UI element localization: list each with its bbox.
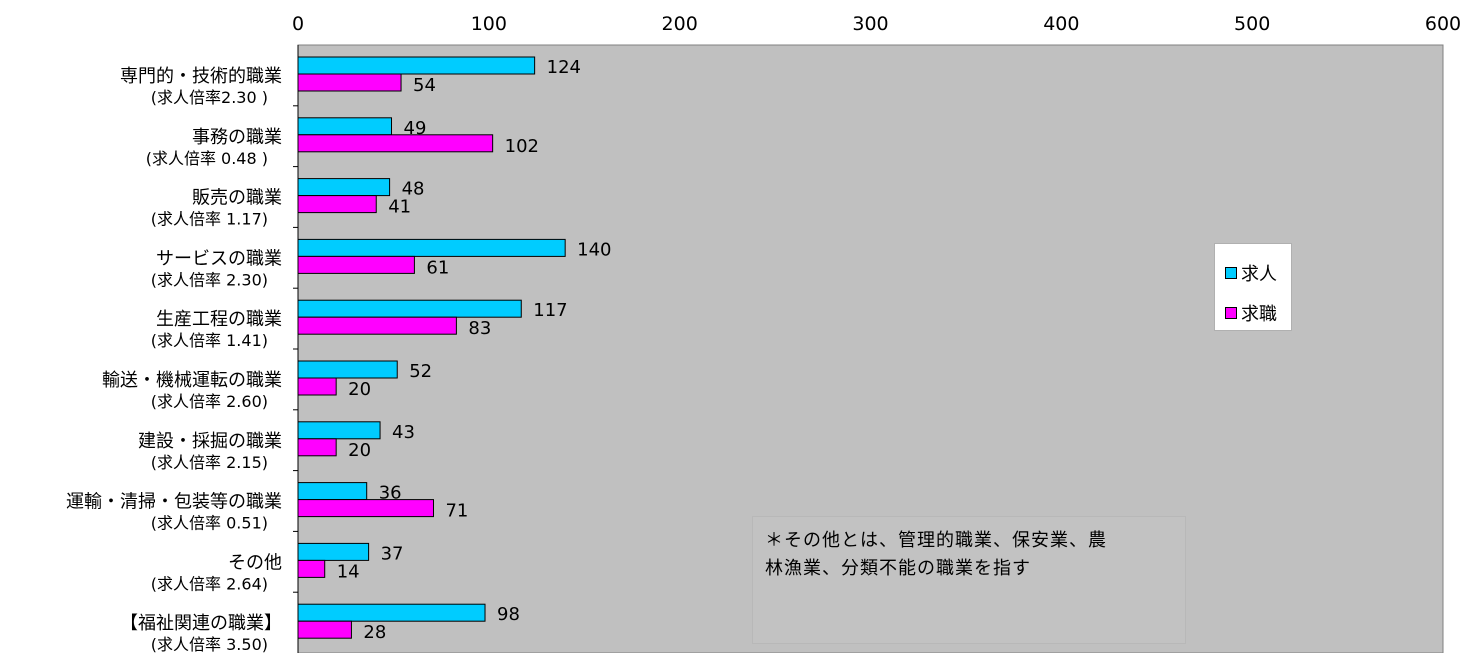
note-line-1: ＊その他とは、管理的職業、保安業、農 — [765, 530, 1107, 551]
data-label-series-1: 36 — [379, 483, 402, 504]
x-tick-label: 600 — [1425, 13, 1461, 35]
category-ratio-label: (求人倍率2.30 ) — [151, 88, 268, 107]
bar-7-series-2 — [297, 438, 337, 457]
category-ratio-label: (求人倍率 3.50) — [151, 635, 268, 653]
x-tick-label: 300 — [852, 13, 888, 35]
bar-9-series-2 — [297, 559, 326, 578]
data-label-series-1: 140 — [577, 239, 611, 260]
category-label: 販売の職業 — [192, 188, 282, 209]
bar-4-series-2 — [297, 255, 415, 274]
category-ratio-label: (求人倍率 0.48 ) — [146, 149, 268, 168]
legend-label-series-2: 求職 — [1241, 304, 1277, 325]
category-ratio-label: (求人倍率 1.41) — [151, 331, 268, 350]
data-label-series-1: 49 — [404, 118, 427, 139]
data-label-series-2: 28 — [363, 622, 386, 643]
category-label: 専門的・技術的職業 — [120, 66, 282, 87]
data-label-series-2: 102 — [505, 136, 539, 157]
data-label-series-2: 61 — [426, 257, 449, 278]
x-tick-label: 400 — [1043, 13, 1079, 35]
data-label-series-2: 71 — [445, 501, 468, 522]
bar-1-series-2 — [297, 73, 402, 92]
note-line-2: 林漁業、分類不能の職業を指す — [765, 558, 1031, 579]
data-label-series-2: 54 — [413, 75, 436, 96]
category-label: 建設・採掘の職業 — [138, 431, 282, 452]
bar-8-series-2 — [297, 499, 434, 518]
bar-3-series-1 — [297, 178, 391, 197]
category-ratio-label: (求人倍率 0.51) — [151, 514, 268, 533]
legend-label-series-1: 求人 — [1241, 264, 1277, 285]
category-label: 事務の職業 — [192, 127, 282, 148]
category-ratio-label: (求人倍率 2.30) — [151, 270, 268, 289]
bar-6-series-1 — [297, 360, 398, 379]
bar-10-series-2 — [297, 620, 352, 639]
category-label: その他 — [228, 552, 282, 573]
legend: 求人 求職 — [1214, 243, 1292, 331]
bar-6-series-2 — [297, 377, 337, 396]
bar-5-series-2 — [297, 316, 457, 335]
category-label: 【福祉関連の職業】 — [120, 613, 282, 634]
data-label-series-1: 117 — [533, 300, 567, 321]
bar-3-series-2 — [297, 195, 377, 214]
category-label: 運輸・清掃・包装等の職業 — [66, 492, 282, 513]
legend-item-series-1: 求人 — [1225, 260, 1277, 286]
x-tick-label: 500 — [1234, 13, 1270, 35]
data-label-series-1: 37 — [381, 543, 404, 564]
bar-9-series-1 — [297, 542, 370, 561]
bar-5-series-1 — [297, 299, 522, 318]
x-tick-label: 0 — [292, 13, 304, 35]
bar-2-series-1 — [297, 117, 393, 136]
bar-10-series-1 — [297, 603, 486, 622]
data-label-series-2: 20 — [348, 440, 371, 461]
category-ratio-label: (求人倍率 2.60) — [151, 392, 268, 411]
category-label: サービスの職業 — [156, 248, 282, 269]
x-tick-label: 100 — [471, 13, 507, 35]
category-label: 輸送・機械運転の職業 — [102, 370, 282, 391]
bar-4-series-1 — [297, 238, 566, 257]
data-label-series-1: 48 — [402, 179, 425, 200]
legend-swatch-series-1 — [1225, 267, 1237, 279]
bar-8-series-1 — [297, 482, 368, 501]
data-label-series-2: 41 — [388, 197, 411, 218]
data-label-series-2: 14 — [337, 561, 360, 582]
legend-swatch-series-2 — [1225, 307, 1237, 319]
data-label-series-1: 124 — [547, 57, 581, 78]
data-label-series-1: 43 — [392, 422, 415, 443]
data-label-series-1: 52 — [409, 361, 432, 382]
data-label-series-1: 98 — [497, 604, 520, 625]
x-tick-label: 200 — [662, 13, 698, 35]
category-ratio-label: (求人倍率 2.64) — [151, 574, 268, 593]
bar-1-series-1 — [297, 56, 536, 75]
data-label-series-2: 20 — [348, 379, 371, 400]
note-box: ＊その他とは、管理的職業、保安業、農 林漁業、分類不能の職業を指す — [752, 516, 1186, 644]
legend-item-series-2: 求職 — [1225, 300, 1277, 326]
bar-7-series-1 — [297, 421, 381, 440]
category-ratio-label: (求人倍率 1.17) — [151, 210, 268, 229]
category-label: 生産工程の職業 — [156, 309, 282, 330]
data-label-series-2: 83 — [468, 318, 491, 339]
category-ratio-label: (求人倍率 2.15) — [151, 453, 268, 472]
bar-2-series-2 — [297, 134, 494, 153]
